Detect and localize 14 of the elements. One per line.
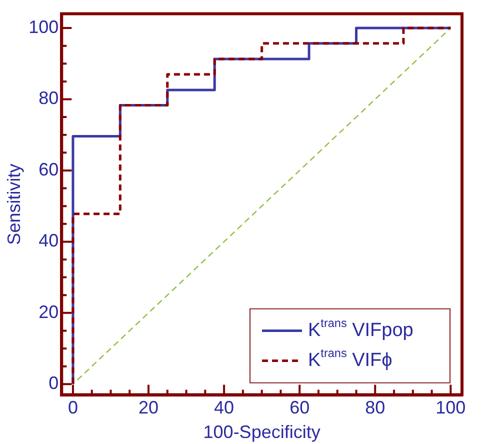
x-tick-label: 0	[68, 398, 78, 418]
x-tick-label: 20	[138, 398, 159, 418]
y-tick-label: 100	[28, 17, 59, 38]
y-tick-label: 20	[38, 302, 59, 322]
y-tick-label: 80	[38, 88, 59, 108]
x-tick-label: 40	[214, 398, 234, 418]
x-tick-label: 80	[365, 398, 386, 418]
x-tick-label: 100	[436, 398, 466, 418]
y-tick-label: 0	[48, 373, 59, 394]
x-axis-title: 100-Specificity	[203, 422, 320, 442]
y-tick-label: 40	[38, 230, 59, 251]
y-axis-title: Sensitivity	[4, 164, 24, 245]
x-tick-label: 60	[290, 398, 310, 418]
y-tick-label: 60	[38, 159, 59, 180]
